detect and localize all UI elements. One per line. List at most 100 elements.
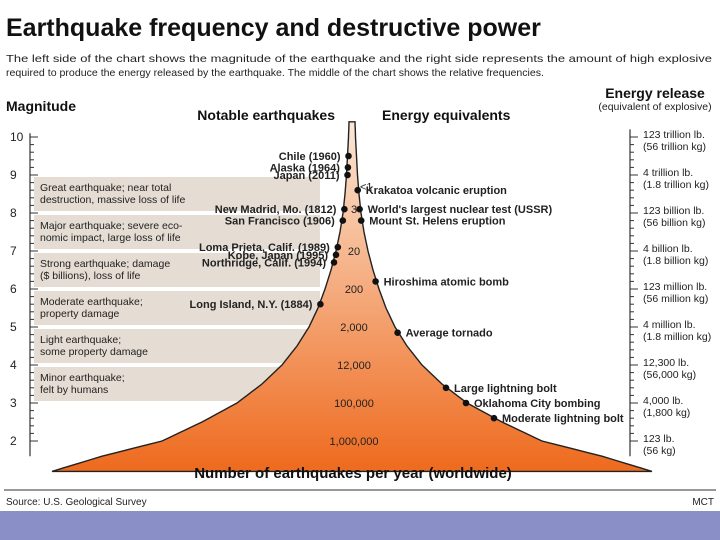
earthquake-point	[332, 251, 340, 259]
frequency-area	[51, 121, 653, 473]
energy-label: Hiroshima atomic bomb	[384, 276, 510, 288]
notable-earthquakes: Chile (1960)Alaska (1964)Japan (2011) New…	[190, 151, 352, 311]
energy-point	[394, 329, 401, 337]
energy-label: Large lightning bolt	[454, 383, 557, 395]
damage-bands: Great earthquake; near totaldestruction,…	[34, 177, 320, 401]
magnitude-axis: 2 3 4 5 6 7 8 9 10	[10, 130, 38, 457]
energy-label: Average tornado	[406, 328, 493, 340]
energy-tick-label: (1.8 billion kg)	[643, 255, 708, 267]
earthquake-label: Long Island, N.Y. (1884)	[190, 299, 313, 311]
damage-band	[34, 253, 320, 287]
energy-tick-label: 12,300 lb.	[643, 357, 689, 369]
magnitude-tick-label: 6	[10, 282, 17, 296]
credit-note: MCT	[692, 497, 714, 508]
earthquake-label: Japan (2011)	[273, 170, 339, 182]
energy-point	[490, 414, 498, 422]
earthquake-point	[330, 259, 338, 266]
earthquake-label: San Francisco (1906)	[225, 216, 335, 228]
energy-label: Moderate lightning bolt	[502, 413, 624, 425]
energy-equivalents: Krakatoa volcanic eruption World's larges…	[354, 185, 624, 425]
earthquake-point	[341, 205, 348, 213]
right-axis-label: Energy release	[605, 85, 705, 101]
energy-tick-label: (56 trillion kg)	[643, 141, 706, 153]
center-right-heading: Energy equivalents	[382, 107, 511, 123]
damage-band-label: ($ billions), loss of life	[40, 270, 141, 282]
damage-band-label: Major earthquake; severe eco-	[40, 220, 183, 232]
earthquake-label: Kobe, Japan (1995)	[228, 250, 329, 262]
damage-band-label: property damage	[40, 308, 120, 320]
damage-band-label: Light earthquake;	[40, 334, 121, 346]
earthquake-point	[344, 171, 351, 179]
energy-point	[356, 205, 363, 213]
energy-point	[357, 217, 365, 224]
earthquake-label: Loma Prieta, Calif. (1989)	[199, 242, 330, 254]
chart-subtitle-line-2: required to produce the energy released …	[6, 67, 544, 79]
frequency-shape	[51, 121, 653, 473]
damage-band-label: some property damage	[40, 346, 148, 358]
energy-tick-label: (56 billion kg)	[643, 217, 705, 229]
damage-band-label: destruction, massive loss of life	[40, 194, 185, 206]
damage-band-label: felt by humans	[40, 384, 108, 396]
earthquake-label: Alaska (1964)	[270, 162, 341, 174]
earthquake-point	[339, 217, 347, 224]
energy-tick-label: 4,000 lb.	[643, 395, 683, 407]
left-axis-label: Magnitude	[6, 98, 76, 114]
energy-tick-label: 4 million lb.	[643, 319, 696, 331]
source-note: Source: U.S. Geological Survey	[6, 497, 147, 508]
earthquake-label: New Madrid, Mo. (1812)	[215, 204, 337, 216]
magnitude-tick-label: 5	[10, 320, 17, 334]
damage-band-label: Strong earthquake; damage	[40, 258, 170, 270]
damage-band	[34, 329, 320, 363]
damage-band	[34, 291, 320, 325]
magnitude-tick-label: 7	[10, 244, 17, 258]
energy-axis: 123 trillion lb.(56 trillion kg) 4 trilli…	[629, 129, 711, 457]
energy-tick-label: 123 trillion lb.	[643, 129, 705, 141]
energy-tick-label: (56,000 kg)	[643, 369, 696, 381]
frequency-label: 200	[345, 284, 363, 296]
energy-point	[372, 278, 379, 285]
energy-label: Krakatoa volcanic eruption	[366, 185, 507, 197]
energy-tick-label: 4 trillion lb.	[643, 167, 693, 179]
energy-tick-label: 123 billion lb.	[643, 205, 704, 217]
magnitude-tick-label: 4	[10, 358, 17, 372]
frequency-label: 12,000	[337, 360, 371, 372]
magnitude-tick-label: 9	[10, 168, 17, 182]
earthquake-label: Chile (1960)	[279, 151, 341, 163]
energy-tick-label: 4 billion lb.	[643, 243, 693, 255]
x-axis-label: Number of earthquakes per year (worldwid…	[194, 465, 512, 482]
energy-point	[462, 399, 470, 407]
magnitude-tick-label: 10	[10, 130, 24, 144]
earthquake-point	[345, 152, 352, 160]
chart-title: Earthquake frequency and destructive pow…	[6, 14, 541, 42]
energy-tick-label: (56 kg)	[643, 445, 676, 457]
energy-label: Mount St. Helens eruption	[369, 216, 506, 228]
frequency-label: 100,000	[334, 398, 374, 410]
damage-band-label: nomic impact, large loss of life	[40, 232, 181, 244]
damage-band-label: Minor earthquake;	[40, 372, 125, 384]
frequency-label: 1,000,000	[330, 436, 379, 448]
footer-band	[0, 511, 720, 540]
center-left-heading: Notable earthquakes	[197, 107, 335, 123]
earthquake-label: Northridge, Calif. (1994)	[202, 257, 326, 269]
frequency-label: 2,000	[340, 322, 368, 334]
energy-label: World's largest nuclear test (USSR)	[368, 204, 553, 216]
energy-point	[354, 186, 362, 194]
frequency-label: 3	[351, 204, 357, 216]
frequency-label: <1	[360, 181, 373, 193]
frequency-label: 20	[348, 246, 360, 258]
energy-tick-label: 123 million lb.	[643, 281, 707, 293]
damage-band-label: Moderate earthquake;	[40, 296, 143, 308]
damage-band	[34, 177, 320, 211]
magnitude-tick-label: 3	[10, 396, 17, 410]
magnitude-tick-label: 8	[10, 206, 17, 220]
chart-subtitle-line-1: The left side of the chart shows the mag…	[6, 53, 712, 65]
energy-tick-label: 123 lb.	[643, 433, 675, 445]
frequency-labels: <13 20 200 2,000 12,000 100,000 1,000,000	[330, 181, 379, 448]
energy-point	[442, 384, 450, 392]
energy-tick-label: (1,800 kg)	[643, 407, 690, 419]
energy-tick-label: (1.8 trillion kg)	[643, 179, 709, 191]
earthquake-point	[334, 243, 342, 251]
magnitude-tick-label: 2	[10, 434, 17, 448]
earthquake-point	[317, 300, 324, 308]
